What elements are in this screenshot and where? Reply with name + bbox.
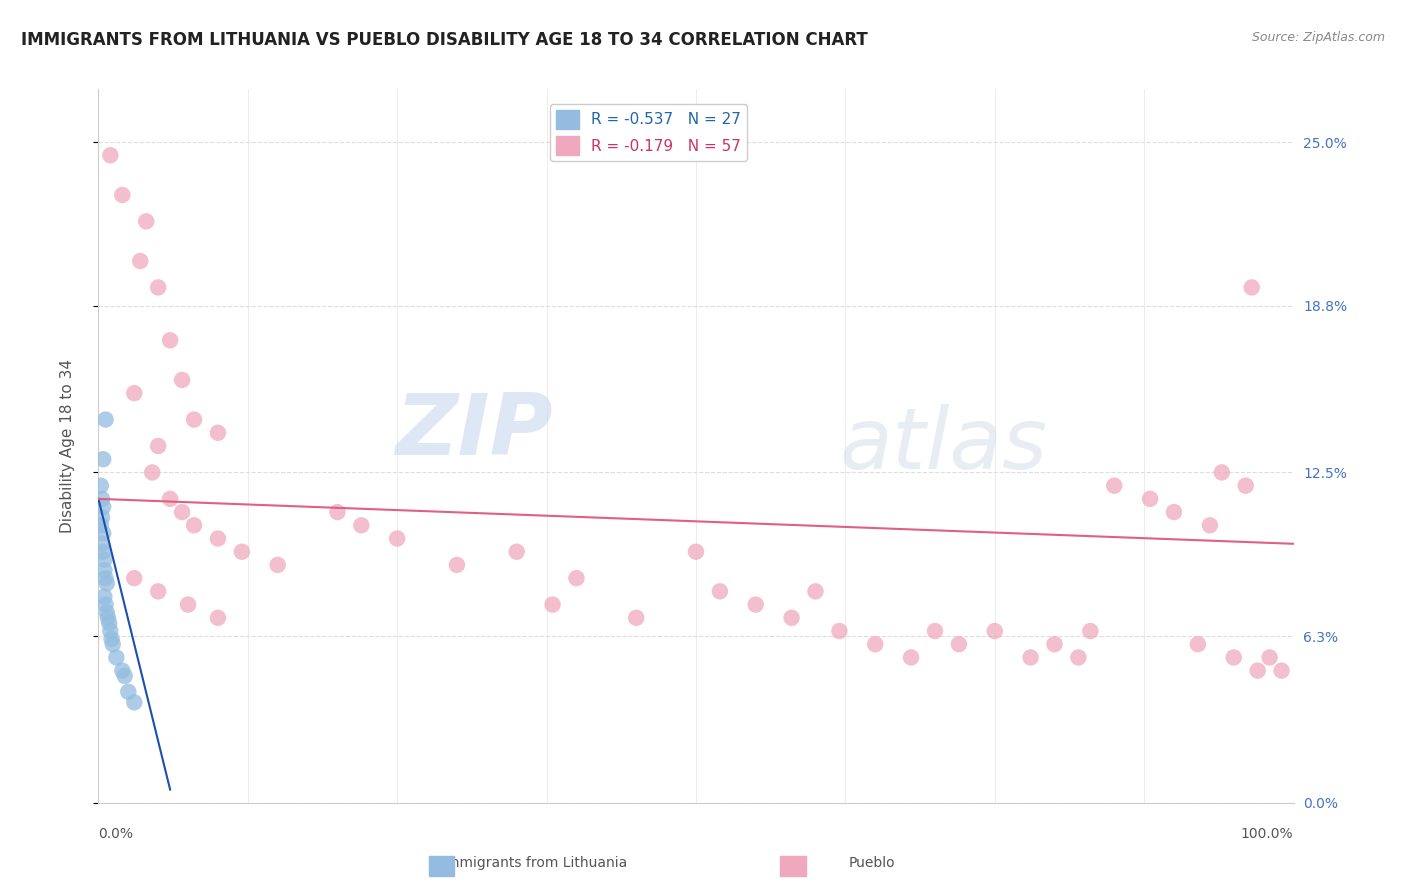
Point xyxy=(177,598,200,612)
Point xyxy=(900,650,922,665)
Point xyxy=(91,537,114,551)
Point xyxy=(863,637,887,651)
Point xyxy=(100,632,122,646)
Point xyxy=(207,425,229,440)
Point xyxy=(101,637,124,651)
Point xyxy=(1240,280,1263,294)
Point xyxy=(1080,624,1102,638)
Point xyxy=(685,545,707,559)
Point xyxy=(114,669,136,683)
Point xyxy=(172,373,194,387)
Point xyxy=(129,254,152,268)
Point xyxy=(94,412,117,426)
Point xyxy=(98,624,122,638)
Point xyxy=(385,532,409,546)
Point xyxy=(709,584,731,599)
Point xyxy=(1234,478,1257,492)
Point xyxy=(350,518,373,533)
Point xyxy=(159,491,181,506)
Text: 0.0%: 0.0% xyxy=(98,827,134,841)
Point xyxy=(94,598,117,612)
Point xyxy=(148,439,170,453)
Point xyxy=(124,695,146,709)
Legend: R = -0.537   N = 27, R = -0.179   N = 57: R = -0.537 N = 27, R = -0.179 N = 57 xyxy=(550,104,747,161)
Point xyxy=(780,611,803,625)
Point xyxy=(745,598,768,612)
Point xyxy=(506,545,529,559)
Point xyxy=(446,558,468,572)
Text: Source: ZipAtlas.com: Source: ZipAtlas.com xyxy=(1251,31,1385,45)
Y-axis label: Disability Age 18 to 34: Disability Age 18 to 34 xyxy=(60,359,75,533)
Point xyxy=(1043,637,1066,651)
Point xyxy=(135,214,157,228)
Point xyxy=(984,624,1007,638)
Point xyxy=(93,563,115,577)
Point xyxy=(1198,518,1220,533)
Point xyxy=(207,532,229,546)
Point xyxy=(91,526,114,541)
Point xyxy=(1271,664,1294,678)
Point xyxy=(207,611,229,625)
Point xyxy=(1067,650,1090,665)
Point xyxy=(148,280,170,294)
Point xyxy=(98,148,122,162)
Point xyxy=(1139,491,1161,506)
Point xyxy=(91,452,114,467)
Point xyxy=(948,637,970,651)
Point xyxy=(1187,637,1209,651)
Point xyxy=(111,188,134,202)
Point xyxy=(96,606,118,620)
Text: IMMIGRANTS FROM LITHUANIA VS PUEBLO DISABILITY AGE 18 TO 34 CORRELATION CHART: IMMIGRANTS FROM LITHUANIA VS PUEBLO DISA… xyxy=(21,31,868,49)
Point xyxy=(1222,650,1246,665)
Point xyxy=(91,545,114,559)
Point xyxy=(172,505,194,519)
Point xyxy=(183,412,205,426)
Text: 100.0%: 100.0% xyxy=(1241,827,1294,841)
Text: Immigrants from Lithuania: Immigrants from Lithuania xyxy=(441,855,627,870)
Point xyxy=(626,611,648,625)
Point xyxy=(94,571,117,585)
Text: atlas: atlas xyxy=(839,404,1047,488)
Point xyxy=(91,500,114,514)
Point xyxy=(91,510,114,524)
Point xyxy=(1211,466,1233,480)
Point xyxy=(1102,478,1125,492)
Point xyxy=(141,466,163,480)
Point xyxy=(111,664,134,678)
Point xyxy=(828,624,851,638)
Point xyxy=(541,598,564,612)
Point xyxy=(159,333,181,347)
Point xyxy=(93,590,115,604)
Point xyxy=(90,518,112,533)
Point xyxy=(148,584,170,599)
Point xyxy=(1258,650,1281,665)
Point xyxy=(1246,664,1268,678)
Point xyxy=(98,616,121,631)
Point xyxy=(267,558,290,572)
Point xyxy=(1163,505,1185,519)
Point xyxy=(124,386,146,401)
Point xyxy=(183,518,205,533)
Point xyxy=(924,624,946,638)
Point xyxy=(105,650,128,665)
Point xyxy=(97,611,120,625)
Point xyxy=(93,552,115,566)
Point xyxy=(565,571,588,585)
Point xyxy=(1019,650,1042,665)
Point xyxy=(124,571,146,585)
Text: Pueblo: Pueblo xyxy=(848,855,896,870)
Point xyxy=(90,478,112,492)
Point xyxy=(231,545,253,559)
Point xyxy=(117,685,139,699)
Point xyxy=(96,576,118,591)
Point xyxy=(326,505,349,519)
Point xyxy=(91,491,114,506)
Point xyxy=(804,584,827,599)
Text: ZIP: ZIP xyxy=(395,390,553,474)
